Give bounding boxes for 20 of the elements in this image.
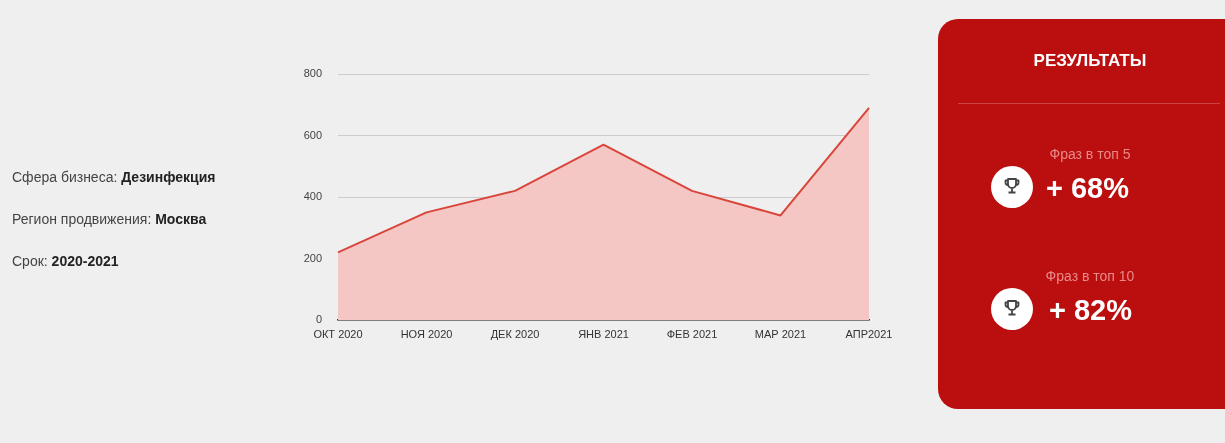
y-tick-label: 800: [303, 67, 322, 80]
x-tick-label: ДЕК 2020: [490, 327, 540, 340]
text: Регион продвижения: Москва: [12, 211, 207, 227]
x-tick-label: НОЯ 2020: [400, 327, 453, 340]
text: Фраз в топ 10: [1045, 268, 1135, 284]
y-tick-label: 0: [315, 313, 322, 326]
x-tick-label: МАР 2021: [754, 327, 807, 340]
y-tick-label: 600: [303, 128, 322, 141]
x-tick-label: ЯНВ 2021: [578, 327, 629, 340]
text: Срок: 2020-2021: [12, 253, 119, 269]
text: Сфера бизнеса: Дезинфекция: [12, 169, 216, 185]
x-tick-label: ФЕВ 2021: [666, 327, 718, 340]
y-tick-label: 200: [303, 251, 322, 264]
x-tick-label: ОКТ 2020: [313, 327, 363, 340]
text: РЕЗУЛЬТАТЫ: [1033, 51, 1147, 71]
y-tick-label: 400: [303, 190, 322, 203]
text: Фраз в топ 5: [1049, 146, 1131, 162]
x-tick-label: АПР2021: [845, 327, 893, 340]
text: + 82%: [1049, 294, 1133, 326]
text: + 68%: [1046, 172, 1130, 204]
